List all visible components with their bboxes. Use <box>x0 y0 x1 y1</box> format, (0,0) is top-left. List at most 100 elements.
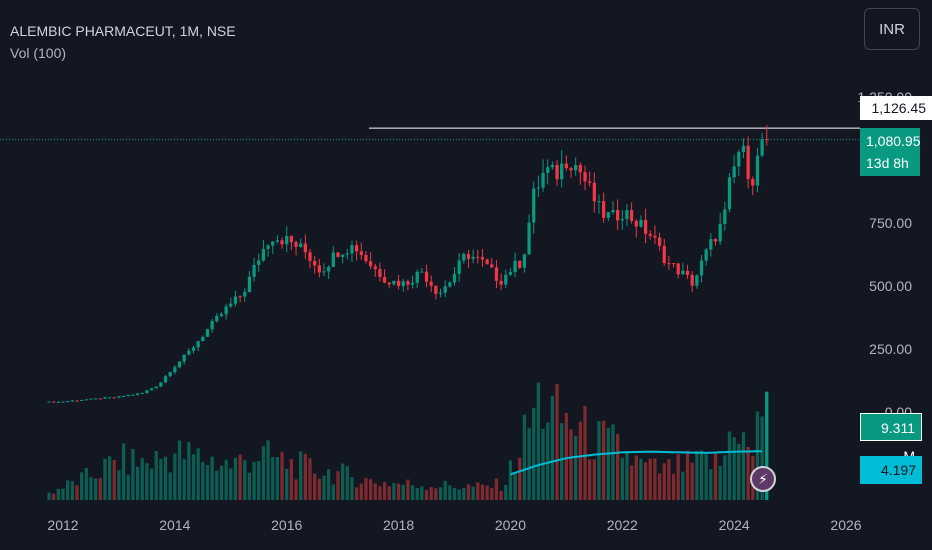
candle <box>126 395 130 397</box>
volume-bar <box>629 465 634 500</box>
volume-bar <box>382 481 387 500</box>
candle <box>527 222 531 255</box>
time-tick-label: 2014 <box>159 517 191 533</box>
volume-bar <box>574 435 578 500</box>
bolt-icon[interactable]: ⚡ <box>750 466 776 492</box>
candle <box>681 270 685 275</box>
volume-bar <box>359 483 363 500</box>
volume-bar <box>746 447 750 500</box>
candle <box>471 256 475 259</box>
candle <box>299 243 303 247</box>
candle <box>606 212 610 218</box>
volume-bar <box>755 411 760 500</box>
volume-bar <box>727 431 732 500</box>
candle <box>546 167 550 173</box>
volume-ma-value-tag: 4.197 M <box>860 456 922 506</box>
volume-bar <box>154 451 158 500</box>
volume-bar <box>415 487 419 500</box>
bar-countdown: 13d 8h <box>866 155 909 171</box>
volume-bar <box>387 486 391 500</box>
volume-bar <box>280 452 284 500</box>
candle <box>452 273 457 283</box>
volume-bar <box>47 492 51 500</box>
volume-bar <box>317 478 321 500</box>
candle <box>382 277 387 283</box>
volume-bar <box>126 474 130 500</box>
candle <box>173 367 177 373</box>
volume-bar <box>625 451 629 500</box>
candle <box>494 267 499 281</box>
candle <box>765 139 769 141</box>
candle <box>145 390 149 394</box>
candle <box>574 165 578 171</box>
candle <box>704 249 708 261</box>
volume-bar <box>480 484 485 500</box>
volume-bar <box>606 427 610 500</box>
candle <box>177 361 182 368</box>
volume-bar <box>392 483 396 500</box>
candle <box>182 354 186 362</box>
candle <box>345 253 349 255</box>
candle <box>308 252 312 261</box>
volume-bar <box>699 450 704 500</box>
candle <box>611 209 615 213</box>
volume-bar <box>648 458 652 500</box>
volume-bar <box>210 456 214 500</box>
volume-bar <box>149 468 154 500</box>
volume-bar <box>89 477 93 500</box>
candle <box>434 285 438 294</box>
candle <box>685 270 690 275</box>
candle <box>560 163 564 180</box>
volume-indicator-label[interactable]: Vol (100) <box>10 45 67 61</box>
volume-bar <box>443 480 447 500</box>
volume-bar <box>513 472 517 500</box>
candle <box>466 253 471 259</box>
candle <box>443 286 447 293</box>
candle <box>564 163 568 169</box>
candle <box>392 280 396 285</box>
candle <box>438 292 443 294</box>
candle <box>755 155 760 186</box>
candle <box>238 296 242 298</box>
volume-bar <box>303 453 307 500</box>
volume-bar <box>550 395 555 500</box>
candle <box>224 306 228 315</box>
volume-bar <box>434 488 438 500</box>
volume-bar <box>294 479 298 500</box>
volume-bar <box>191 454 196 500</box>
candle <box>625 210 629 220</box>
candle <box>294 242 298 247</box>
volume-bar <box>457 489 461 500</box>
candle <box>690 274 694 286</box>
currency-button[interactable]: INR <box>864 8 920 50</box>
price-tick-label: 500.00 <box>869 278 912 294</box>
volume-bar <box>182 459 186 500</box>
candle <box>163 376 168 383</box>
candle <box>671 263 676 265</box>
candle <box>746 145 750 179</box>
volume-bar <box>476 482 480 500</box>
volume-bar <box>760 416 764 500</box>
volume-bar <box>98 478 102 500</box>
candle <box>518 260 522 268</box>
candle <box>196 341 200 348</box>
candle <box>70 400 74 402</box>
candle <box>215 316 219 322</box>
volume-bar <box>690 462 694 500</box>
candle <box>676 263 680 275</box>
volume-bar <box>546 422 550 500</box>
candle <box>620 219 624 221</box>
volume-bar <box>243 460 247 500</box>
volume-bar <box>52 493 56 500</box>
time-tick-label: 2012 <box>47 517 79 533</box>
candle <box>336 252 340 257</box>
volume-bar <box>639 458 643 500</box>
candle <box>191 347 196 351</box>
candles-layer <box>47 124 769 403</box>
candle <box>285 236 289 245</box>
volume-bar <box>499 490 503 500</box>
candle <box>648 233 652 236</box>
volume-bar <box>201 461 205 500</box>
volume-bar <box>396 483 401 500</box>
